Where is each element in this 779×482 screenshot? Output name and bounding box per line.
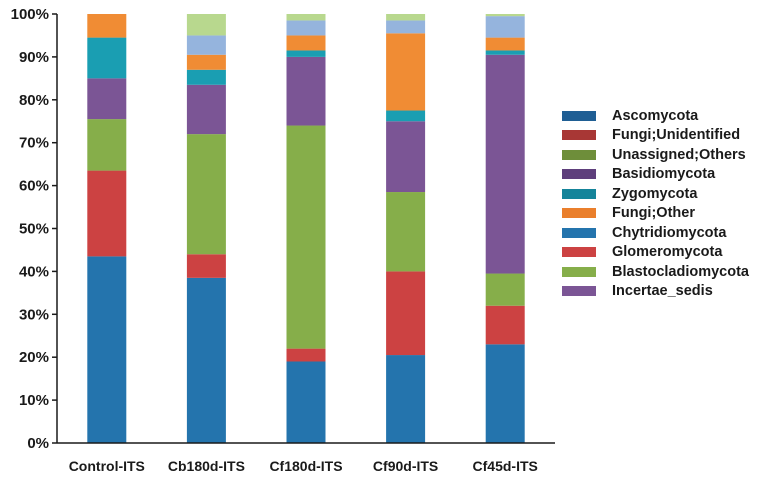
bar-segment [186, 54, 226, 70]
bar-segment [286, 125, 326, 349]
bar-segment [485, 54, 525, 274]
bar-segment [485, 273, 525, 306]
legend-item: Fungi;Other [562, 204, 749, 224]
bar-segment [286, 20, 326, 36]
bar-segment [386, 121, 426, 193]
bar-segment [87, 170, 127, 257]
bar-segment [286, 35, 326, 51]
bar-segment [386, 33, 426, 111]
legend-swatch [562, 227, 596, 238]
legend-swatch [562, 169, 596, 180]
bar-segment [286, 56, 326, 126]
legend-label: Incertae_sedis [612, 283, 713, 300]
bar-segment [87, 78, 127, 120]
legend-label: Zygomycota [612, 185, 698, 202]
bar-segment [386, 192, 426, 272]
bar-segment [286, 50, 326, 57]
y-tick-label: 60% [19, 178, 49, 195]
legend-label: Chytridiomycota [612, 224, 727, 241]
y-tick-label: 30% [19, 306, 49, 323]
legend-label: Basidiomycota [612, 166, 716, 183]
legend-swatch [562, 188, 596, 199]
legend-label: Fungi;Other [612, 205, 695, 222]
legend-item: Fungi;Unidentified [562, 126, 749, 146]
y-tick-label: 100% [11, 6, 49, 23]
y-axis-ticks: 0% 10% 20% 30% 40% 50% 60% 70% 80% 90% 100% [11, 6, 57, 452]
legend-item: Chytridiomycota [562, 223, 749, 243]
legend-item: Zygomycota [562, 184, 749, 204]
bar-segment [286, 348, 326, 362]
y-tick-label: 90% [19, 49, 49, 66]
legend-swatch [562, 208, 596, 219]
bar-segment [186, 35, 226, 55]
legend-label: Unassigned;Others [612, 146, 746, 163]
y-tick-label: 20% [19, 349, 49, 366]
legend-item: Ascomycota [562, 106, 749, 126]
bar-segment [286, 361, 326, 443]
legend-item: Basidiomycota [562, 165, 749, 185]
x-tick-label: Cf45d-ITS [473, 458, 538, 474]
x-tick-label: Control-ITS [69, 458, 145, 474]
legend-swatch [562, 266, 596, 277]
legend-label: Glomeromycota [612, 244, 723, 261]
bar-segment [87, 256, 127, 443]
bar-segment [485, 305, 525, 345]
x-tick-label: Cf90d-ITS [373, 458, 438, 474]
bar-segment [485, 50, 525, 55]
legend: Ascomycota Fungi;Unidentified Unassigned;O… [562, 106, 749, 301]
bar-segment [386, 355, 426, 443]
y-tick-label: 10% [19, 392, 49, 409]
y-tick-label: 0% [27, 435, 49, 452]
legend-swatch [562, 286, 596, 297]
bars-group [87, 14, 525, 443]
bar-segment [87, 14, 127, 38]
bar-segment [386, 14, 426, 21]
bar-segment [186, 254, 226, 278]
legend-label: Ascomycota [612, 107, 699, 124]
legend-item: Unassigned;Others [562, 145, 749, 165]
legend-label: Blastocladiomycota [612, 263, 749, 280]
bar-segment [386, 20, 426, 34]
legend-swatch [562, 110, 596, 121]
bar-segment [87, 119, 127, 171]
legend-item: Glomeromycota [562, 243, 749, 263]
bar-segment [186, 14, 226, 36]
bar-segment [286, 14, 326, 21]
legend-swatch [562, 130, 596, 141]
bar-segment [386, 271, 426, 356]
legend-swatch [562, 247, 596, 258]
bar-segment [186, 134, 226, 255]
bar-segment [485, 344, 525, 443]
y-tick-label: 40% [19, 263, 49, 280]
bar-segment [186, 84, 226, 135]
bar-segment [485, 37, 525, 51]
bar-segment [485, 14, 525, 17]
x-axis-labels: Control-ITS Cb180d-ITS Cf180d-ITS Cf90d-ITS… [69, 458, 538, 474]
bar-segment [386, 110, 426, 122]
bar-segment [186, 69, 226, 85]
y-tick-label: 70% [19, 135, 49, 152]
legend-item: Blastocladiomycota [562, 262, 749, 282]
x-tick-label: Cf180d-ITS [269, 458, 342, 474]
legend-item: Incertae_sedis [562, 282, 749, 302]
bar-segment [186, 277, 226, 443]
x-tick-label: Cb180d-ITS [168, 458, 245, 474]
legend-label: Fungi;Unidentified [612, 127, 741, 144]
bar-segment [485, 16, 525, 38]
bar-segment [87, 37, 127, 79]
y-tick-label: 50% [19, 221, 49, 238]
legend-swatch [562, 149, 596, 160]
y-tick-label: 80% [19, 92, 49, 109]
